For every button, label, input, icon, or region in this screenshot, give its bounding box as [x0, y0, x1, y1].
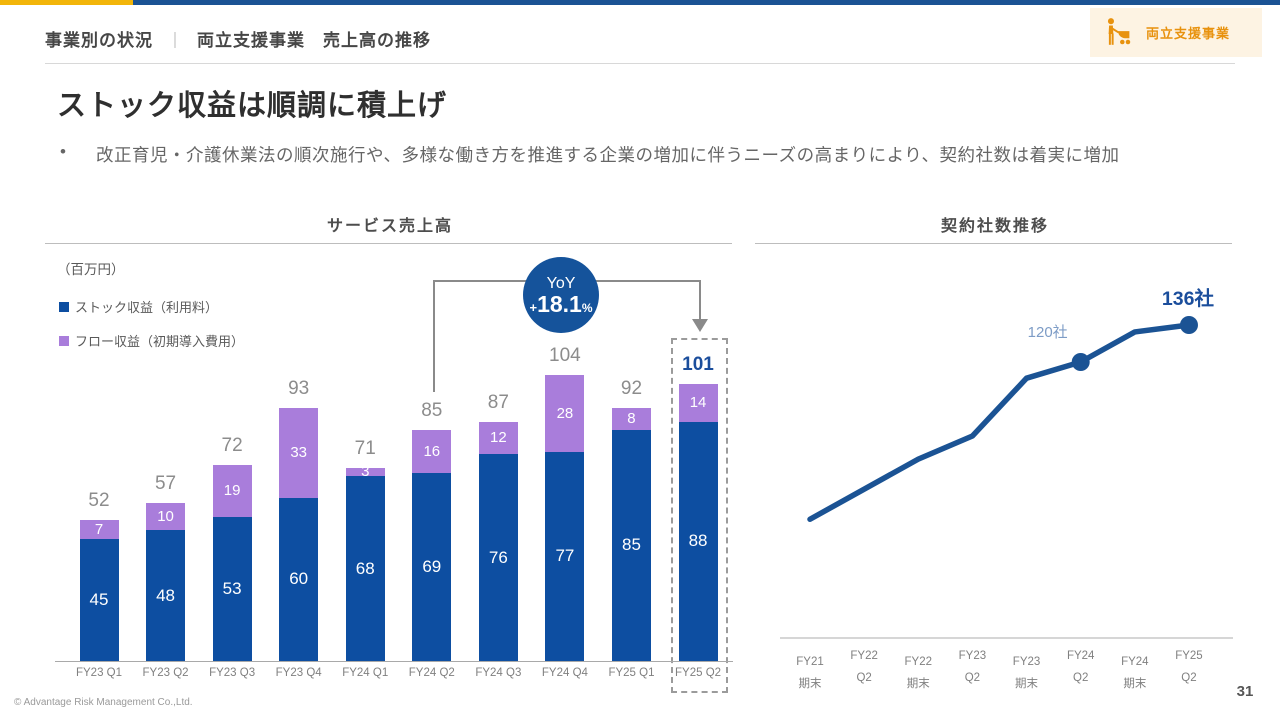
header-section-label: 事業別の状況	[45, 31, 153, 50]
legend-item-flow: フロー収益（初期導入費用）	[59, 331, 244, 350]
yoy-sign: +	[529, 300, 538, 315]
bar-segment-stock: 77	[545, 451, 585, 661]
legend-item-stock: ストック収益（利用料）	[59, 297, 244, 316]
yoy-value: 18.1	[537, 291, 582, 317]
line-x-label: FY23 期末	[1012, 656, 1041, 690]
page-number: 31	[1236, 683, 1254, 700]
top-strip-gold	[0, 0, 133, 5]
bar-segment-stock: 69	[412, 473, 452, 661]
line-x-label: FY24 Q2	[1066, 650, 1095, 684]
yoy-value-row: + 18.1 %	[529, 291, 592, 318]
bar-chart-plot: 45 7 52 FY23 Q1 48 10 57 FY23 Q2 53 19 72 FY23 Q3 60…	[45, 200, 735, 700]
bar-segment-flow: 7	[79, 519, 119, 539]
bar-segment-stock: 60	[279, 497, 319, 661]
yoy-badge: YoY + 18.1 %	[523, 257, 599, 333]
yoy-arrow-icon	[692, 319, 708, 332]
bar-x-label: FY25 Q1	[608, 667, 655, 679]
flow-swatch-icon	[59, 335, 69, 346]
bar-chart-unit-label: （百万円）	[57, 262, 125, 277]
yoy-bracket-right	[699, 280, 701, 320]
line-chart-title: 契約社数推移	[940, 218, 1049, 235]
highlight-dashed-box	[671, 338, 728, 693]
line-x-label: FY25 Q2	[1175, 650, 1203, 684]
line-chart-labels: 120社 136社 FY21 期末 FY22 Q2 FY22 期末 FY23 Q2 FY23 期末 FY…	[755, 200, 1235, 700]
bar-segment-stock: 53	[212, 516, 252, 661]
bar-x-label: FY24 Q4	[541, 667, 588, 679]
bar-segment-flow: 33	[279, 408, 319, 498]
bar-x-label: FY24 Q1	[342, 667, 389, 679]
bar-segment-flow: 14	[678, 383, 718, 422]
badge-label: 両立支援事業	[1146, 26, 1231, 41]
bar-total-label: 93	[288, 378, 310, 400]
bar-segment-flow: 19	[212, 465, 252, 517]
bar-x-label: FY24 Q2	[408, 667, 455, 679]
header: 事業別の状況 ｜ 両立支援事業 売上高の推移	[45, 26, 431, 51]
business-segment-badge: 両立支援事業	[1090, 8, 1262, 57]
legend-label-flow: フロー収益（初期導入費用）	[75, 334, 245, 349]
top-strip-blue	[133, 0, 1280, 5]
bar-segment-flow: 10	[146, 503, 186, 531]
bar-chart-title-rule	[45, 243, 732, 244]
stock-swatch-icon	[59, 301, 69, 312]
yoy-label: YoY	[546, 275, 576, 292]
bar-x-label: FY23 Q2	[142, 667, 189, 679]
bar-segment-stock: 45	[79, 538, 119, 661]
yoy-bracket-left	[433, 280, 435, 392]
line-chart-panel: 契約社数推移 120社 136社 FY21 期末 FY22 Q2 FY22 期末 FY23 Q2 F…	[755, 200, 1235, 700]
bar-total-label: 92	[620, 378, 643, 400]
bar-x-label: FY23 Q4	[275, 667, 322, 679]
bar-total-label: 52	[88, 489, 110, 511]
bar-segment-flow: 28	[545, 375, 585, 452]
line-x-label: FY21 期末	[796, 656, 824, 690]
bar-total-label: 72	[221, 435, 243, 457]
header-separator: ｜	[167, 33, 184, 50]
bar-total-label: 57	[154, 473, 177, 495]
bar-total-label: 87	[487, 391, 509, 413]
bar-segment-flow: 3	[345, 463, 385, 480]
bar-total-label: 104	[549, 345, 581, 367]
bar-segment-stock: 85	[611, 429, 651, 661]
bar-segment-flow: 12	[478, 421, 518, 455]
bar-total-label: 71	[354, 437, 376, 459]
bar-segment-stock: 68	[345, 476, 385, 661]
line-x-label: FY22 Q2	[850, 650, 878, 684]
legend-label-stock: ストック収益（利用料）	[75, 300, 219, 315]
bar-x-label: FY23 Q3	[209, 667, 256, 679]
bullet-marker: •	[60, 142, 66, 161]
bar-segment-stock: 76	[478, 454, 518, 661]
bar-x-label: FY25 Q2	[675, 667, 722, 679]
header-divider	[45, 63, 1235, 64]
bar-segment-stock: 48	[146, 530, 186, 661]
bar-segment-stock: 88	[678, 421, 718, 661]
line-point-annotation: 120社	[1027, 324, 1068, 341]
line-chart-svg	[780, 316, 1233, 639]
line-point-annotation: 136社	[1161, 288, 1214, 310]
data-point-marker	[1179, 316, 1198, 334]
line-chart-title-rule	[755, 243, 1232, 244]
data-point-marker	[1071, 353, 1090, 371]
contract-count-line	[807, 322, 1192, 522]
line-x-label: FY23 Q2	[958, 650, 987, 684]
top-accent-strip	[0, 0, 1280, 5]
bar-chart-x-axis	[55, 661, 733, 662]
bullet-text: 改正育児・介護休業法の順次施行や、多様な働き方を推進する企業の増加に伴うニーズの…	[96, 145, 1120, 165]
yoy-percent: %	[581, 301, 593, 315]
line-x-label: FY24 期末	[1121, 656, 1149, 690]
bar-chart-panel: サービス売上高 （百万円） ストック収益（利用料） フロー収益（初期導入費用） …	[45, 200, 735, 700]
bar-segment-flow: 8	[611, 408, 651, 430]
bar-x-label: FY24 Q3	[475, 667, 522, 679]
header-page-title: 両立支援事業 売上高の推移	[197, 31, 432, 50]
parent-stroller-icon	[1107, 17, 1131, 45]
slide-title: ストック収益は順調に積上げ	[57, 90, 448, 122]
line-x-label: FY22 期末	[904, 656, 933, 690]
bar-chart-legend: ストック収益（利用料） フロー収益（初期導入費用）	[59, 297, 244, 365]
bullet-item: • 改正育児・介護休業法の順次施行や、多様な働き方を推進する企業の増加に伴うニー…	[60, 142, 1225, 168]
bar-chart-title: サービス売上高	[326, 218, 453, 235]
copyright-text: © Advantage Risk Management Co.,Ltd.	[14, 697, 193, 708]
bar-total-label: 101	[682, 353, 714, 375]
bar-segment-flow: 16	[412, 429, 452, 474]
bar-total-label: 85	[421, 399, 443, 421]
bar-x-label: FY23 Q1	[75, 667, 123, 679]
